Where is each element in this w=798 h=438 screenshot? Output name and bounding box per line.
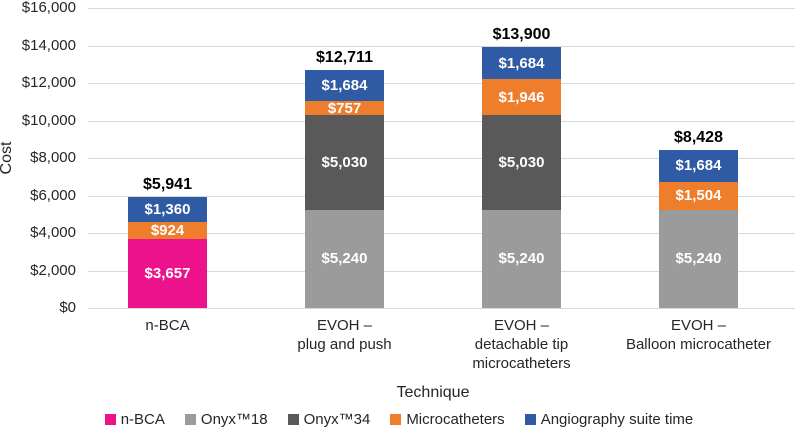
gridline xyxy=(88,46,795,47)
y-axis-tick-label: $10,000 xyxy=(21,112,76,129)
x-axis-category-label: EVOH – Balloon microcatheter xyxy=(625,317,772,353)
segment-value-label: $1,946 xyxy=(498,88,545,106)
gridline xyxy=(88,83,795,84)
gridline xyxy=(88,121,795,122)
legend-item: Angiography suite time xyxy=(524,411,694,428)
legend-item: Onyx™18 xyxy=(184,411,268,428)
segment-value-label: $924 xyxy=(150,222,185,240)
legend: n-BCA Onyx™18 Onyx™34 Microcatheters Angiogr… xyxy=(0,411,798,428)
legend-label: Angiography suite time xyxy=(540,411,694,428)
bar-segment: $3,657 xyxy=(128,239,207,308)
legend-label: n-BCA xyxy=(120,411,165,428)
bar-segment: $1,360 xyxy=(128,196,207,223)
legend-label: Onyx™18 xyxy=(200,411,268,428)
y-axis-tick-label: $8,000 xyxy=(30,149,76,166)
legend-label: Onyx™34 xyxy=(303,411,371,428)
bar-segment: $1,684 xyxy=(482,47,561,79)
segment-value-label: $1,684 xyxy=(675,157,722,175)
legend-item: n-BCA xyxy=(104,411,165,428)
bar-segment: $1,684 xyxy=(305,69,384,102)
gridline xyxy=(88,233,795,234)
segment-value-label: $5,030 xyxy=(321,154,368,172)
segment-value-label: $5,030 xyxy=(498,154,545,172)
y-axis-tick-label: $16,000 xyxy=(21,0,76,16)
bar-total-label: $5,941 xyxy=(143,175,192,193)
y-axis-tick-label: $14,000 xyxy=(21,37,76,54)
gridline xyxy=(88,196,795,197)
legend-label: Microcatheters xyxy=(406,411,505,428)
segment-value-label: $5,240 xyxy=(675,250,722,268)
segment-value-label: $5,240 xyxy=(321,250,368,268)
x-axis-category-label: EVOH – plug and push xyxy=(297,317,392,353)
x-axis-category-label: EVOH – detachable tip microcatheters xyxy=(472,317,571,372)
segment-value-label: $757 xyxy=(327,99,362,117)
x-axis-title: Technique xyxy=(396,384,470,401)
segment-value-label: $3,657 xyxy=(144,265,191,283)
segment-value-label: $1,684 xyxy=(498,54,545,72)
bar-segment: $1,684 xyxy=(659,149,738,182)
gridline xyxy=(88,308,795,309)
y-axis-tick-label: $2,000 xyxy=(30,262,76,279)
legend-swatch-icon xyxy=(524,414,536,425)
segment-value-label: $1,360 xyxy=(144,200,191,218)
bar-segment: $5,030 xyxy=(482,115,561,210)
gridline xyxy=(88,271,795,272)
y-axis-tick-label: $12,000 xyxy=(21,74,76,91)
legend-swatch-icon xyxy=(104,414,116,425)
bar-total-label: $13,900 xyxy=(492,26,551,44)
bar-total-label: $8,428 xyxy=(674,128,723,146)
legend-swatch-icon xyxy=(184,414,196,425)
legend-swatch-icon xyxy=(390,414,402,425)
legend-swatch-icon xyxy=(287,414,299,425)
y-axis-tick-label: $0 xyxy=(59,299,76,316)
segment-value-label: $1,684 xyxy=(321,76,368,94)
bar-segment: $757 xyxy=(305,99,384,117)
segment-value-label: $1,504 xyxy=(675,187,722,205)
segment-value-label: $5,240 xyxy=(498,250,545,268)
x-axis-category-label: n-BCA xyxy=(145,317,190,334)
bar-segment: $5,240 xyxy=(482,209,561,308)
bar-segment: $5,030 xyxy=(305,115,384,210)
legend-item: Microcatheters xyxy=(390,411,505,428)
bar-segment: $5,240 xyxy=(305,209,384,308)
bar-segment: $5,240 xyxy=(659,209,738,308)
bar-segment: $1,504 xyxy=(659,181,738,210)
bar-segment: $924 xyxy=(128,222,207,240)
bar-segment: $1,946 xyxy=(482,78,561,116)
legend-item: Onyx™34 xyxy=(287,411,371,428)
bar-total-label: $12,711 xyxy=(316,48,373,66)
gridline xyxy=(88,158,795,159)
y-axis-tick-label: $6,000 xyxy=(30,187,76,204)
y-axis-tick-label: $4,000 xyxy=(30,224,76,241)
gridline xyxy=(88,8,795,9)
